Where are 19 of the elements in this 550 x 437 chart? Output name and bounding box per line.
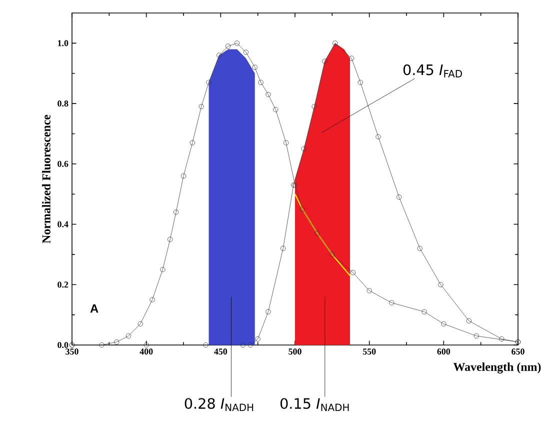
x-tick-label: 600: [437, 348, 450, 355]
x-tick-label: 650: [512, 348, 524, 355]
annotation: 0.45 I$_{FAD}$: [403, 64, 462, 78]
y-tick-label: 0.0: [58, 342, 68, 348]
y-tick-label: 0.4: [58, 221, 68, 228]
y-tick-label: 0.6: [58, 160, 68, 167]
y-axis-title: Normalized Fluorescence: [42, 114, 50, 244]
y-tick-label: 0.8: [58, 100, 68, 107]
y-tick-label: 1.0: [58, 40, 68, 46]
x-tick-label: 350: [66, 348, 78, 355]
text: 0.15 I$_{NADH}$: [280, 398, 349, 412]
x-tick-label: 550: [362, 348, 376, 355]
text: 0.28 I$_{NADH}$: [184, 398, 254, 412]
annotation: A: [90, 304, 98, 313]
y-tick-label: 0.2: [58, 282, 68, 288]
x-tick-label: 400: [140, 348, 153, 355]
x-tick-label: 500: [288, 348, 302, 355]
x-axis-title: Wavelength (nm): [453, 362, 541, 374]
x-tick-label: 450: [214, 348, 228, 355]
